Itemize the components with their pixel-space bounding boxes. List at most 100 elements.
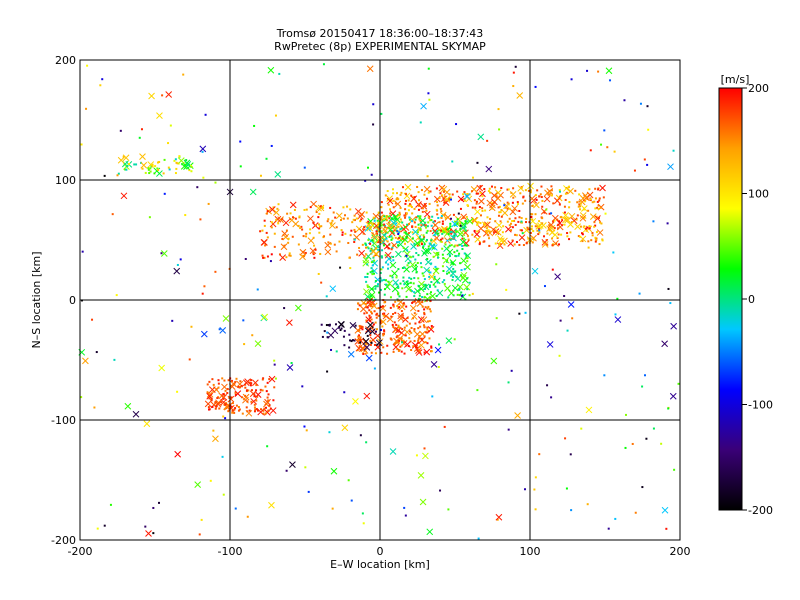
data-point	[370, 341, 373, 344]
data-point	[393, 343, 396, 346]
data-point	[450, 217, 453, 220]
data-point	[396, 197, 399, 200]
data-point	[80, 396, 83, 399]
data-point	[417, 309, 420, 312]
data-point	[366, 166, 369, 169]
data-point	[468, 294, 471, 297]
data-point	[524, 189, 527, 192]
data-point	[456, 230, 459, 233]
data-point	[158, 160, 161, 163]
data-point	[459, 227, 462, 230]
data-point	[515, 241, 518, 244]
data-point	[436, 204, 439, 207]
data-point	[423, 311, 426, 314]
data-point	[441, 281, 444, 284]
data-point-cross	[419, 217, 427, 224]
data-point-cross	[585, 406, 593, 414]
data-point	[377, 307, 380, 310]
data-point	[237, 409, 240, 412]
data-point-cross	[451, 284, 459, 292]
data-point	[289, 212, 292, 215]
data-point	[400, 227, 403, 230]
data-point-cross	[370, 302, 378, 310]
data-point	[339, 266, 342, 269]
data-point	[538, 229, 541, 232]
data-point	[243, 343, 246, 346]
data-point	[385, 214, 388, 217]
data-point	[418, 203, 421, 206]
data-point	[405, 281, 408, 284]
data-point	[426, 326, 429, 329]
data-point	[354, 324, 357, 327]
data-point	[580, 202, 583, 205]
data-point	[403, 326, 406, 329]
data-point	[214, 401, 217, 404]
data-point	[377, 314, 380, 317]
data-point	[349, 339, 352, 342]
data-point	[342, 206, 345, 209]
data-point	[202, 176, 205, 179]
data-point	[476, 230, 479, 233]
data-point	[448, 227, 451, 230]
data-point-cross	[669, 392, 677, 400]
data-point	[265, 390, 268, 393]
data-point	[476, 161, 479, 164]
data-point	[418, 299, 421, 302]
data-point	[366, 276, 369, 279]
y-tick-label: -100	[51, 414, 76, 427]
data-point	[435, 187, 438, 190]
data-point	[456, 249, 459, 252]
data-point	[190, 170, 193, 173]
data-point	[397, 285, 400, 288]
data-point	[514, 65, 517, 68]
data-point	[407, 232, 410, 235]
data-point	[397, 324, 400, 327]
data-point	[397, 299, 400, 302]
data-point	[448, 198, 451, 201]
data-point	[460, 269, 463, 272]
data-point	[443, 282, 446, 285]
data-point-cross	[364, 293, 372, 301]
data-point-cross	[529, 217, 537, 225]
data-point	[373, 310, 376, 313]
data-point	[402, 280, 405, 283]
data-point	[439, 240, 442, 243]
data-point	[527, 228, 530, 231]
data-point-cross	[277, 216, 284, 223]
data-point	[438, 343, 441, 346]
data-point	[423, 296, 426, 299]
data-point	[477, 537, 480, 540]
data-point	[466, 257, 469, 260]
data-point	[385, 217, 388, 220]
data-point	[426, 225, 429, 228]
data-point	[320, 225, 323, 228]
y-tick-label: 200	[55, 54, 76, 67]
data-point	[115, 294, 118, 297]
data-point	[497, 108, 500, 111]
data-point	[261, 378, 264, 381]
data-point	[407, 209, 410, 212]
data-point-cross	[567, 187, 574, 195]
data-point-cross	[335, 212, 343, 220]
data-point	[424, 204, 427, 207]
data-point-cross	[250, 398, 258, 405]
data-point	[407, 262, 410, 265]
data-point-cross	[477, 133, 485, 141]
data-point	[391, 276, 394, 279]
data-point	[413, 277, 416, 280]
data-point	[386, 190, 389, 193]
data-point	[380, 206, 383, 209]
data-point	[147, 168, 150, 171]
data-point	[506, 188, 509, 191]
data-point	[369, 271, 372, 274]
data-point	[416, 262, 419, 265]
data-point	[475, 202, 478, 205]
data-point	[212, 429, 215, 432]
data-point	[588, 188, 591, 191]
data-point-cross	[495, 513, 503, 521]
data-point	[446, 239, 449, 242]
data-point-cross	[485, 165, 493, 173]
data-point-cross	[527, 182, 534, 190]
data-point	[375, 316, 378, 319]
